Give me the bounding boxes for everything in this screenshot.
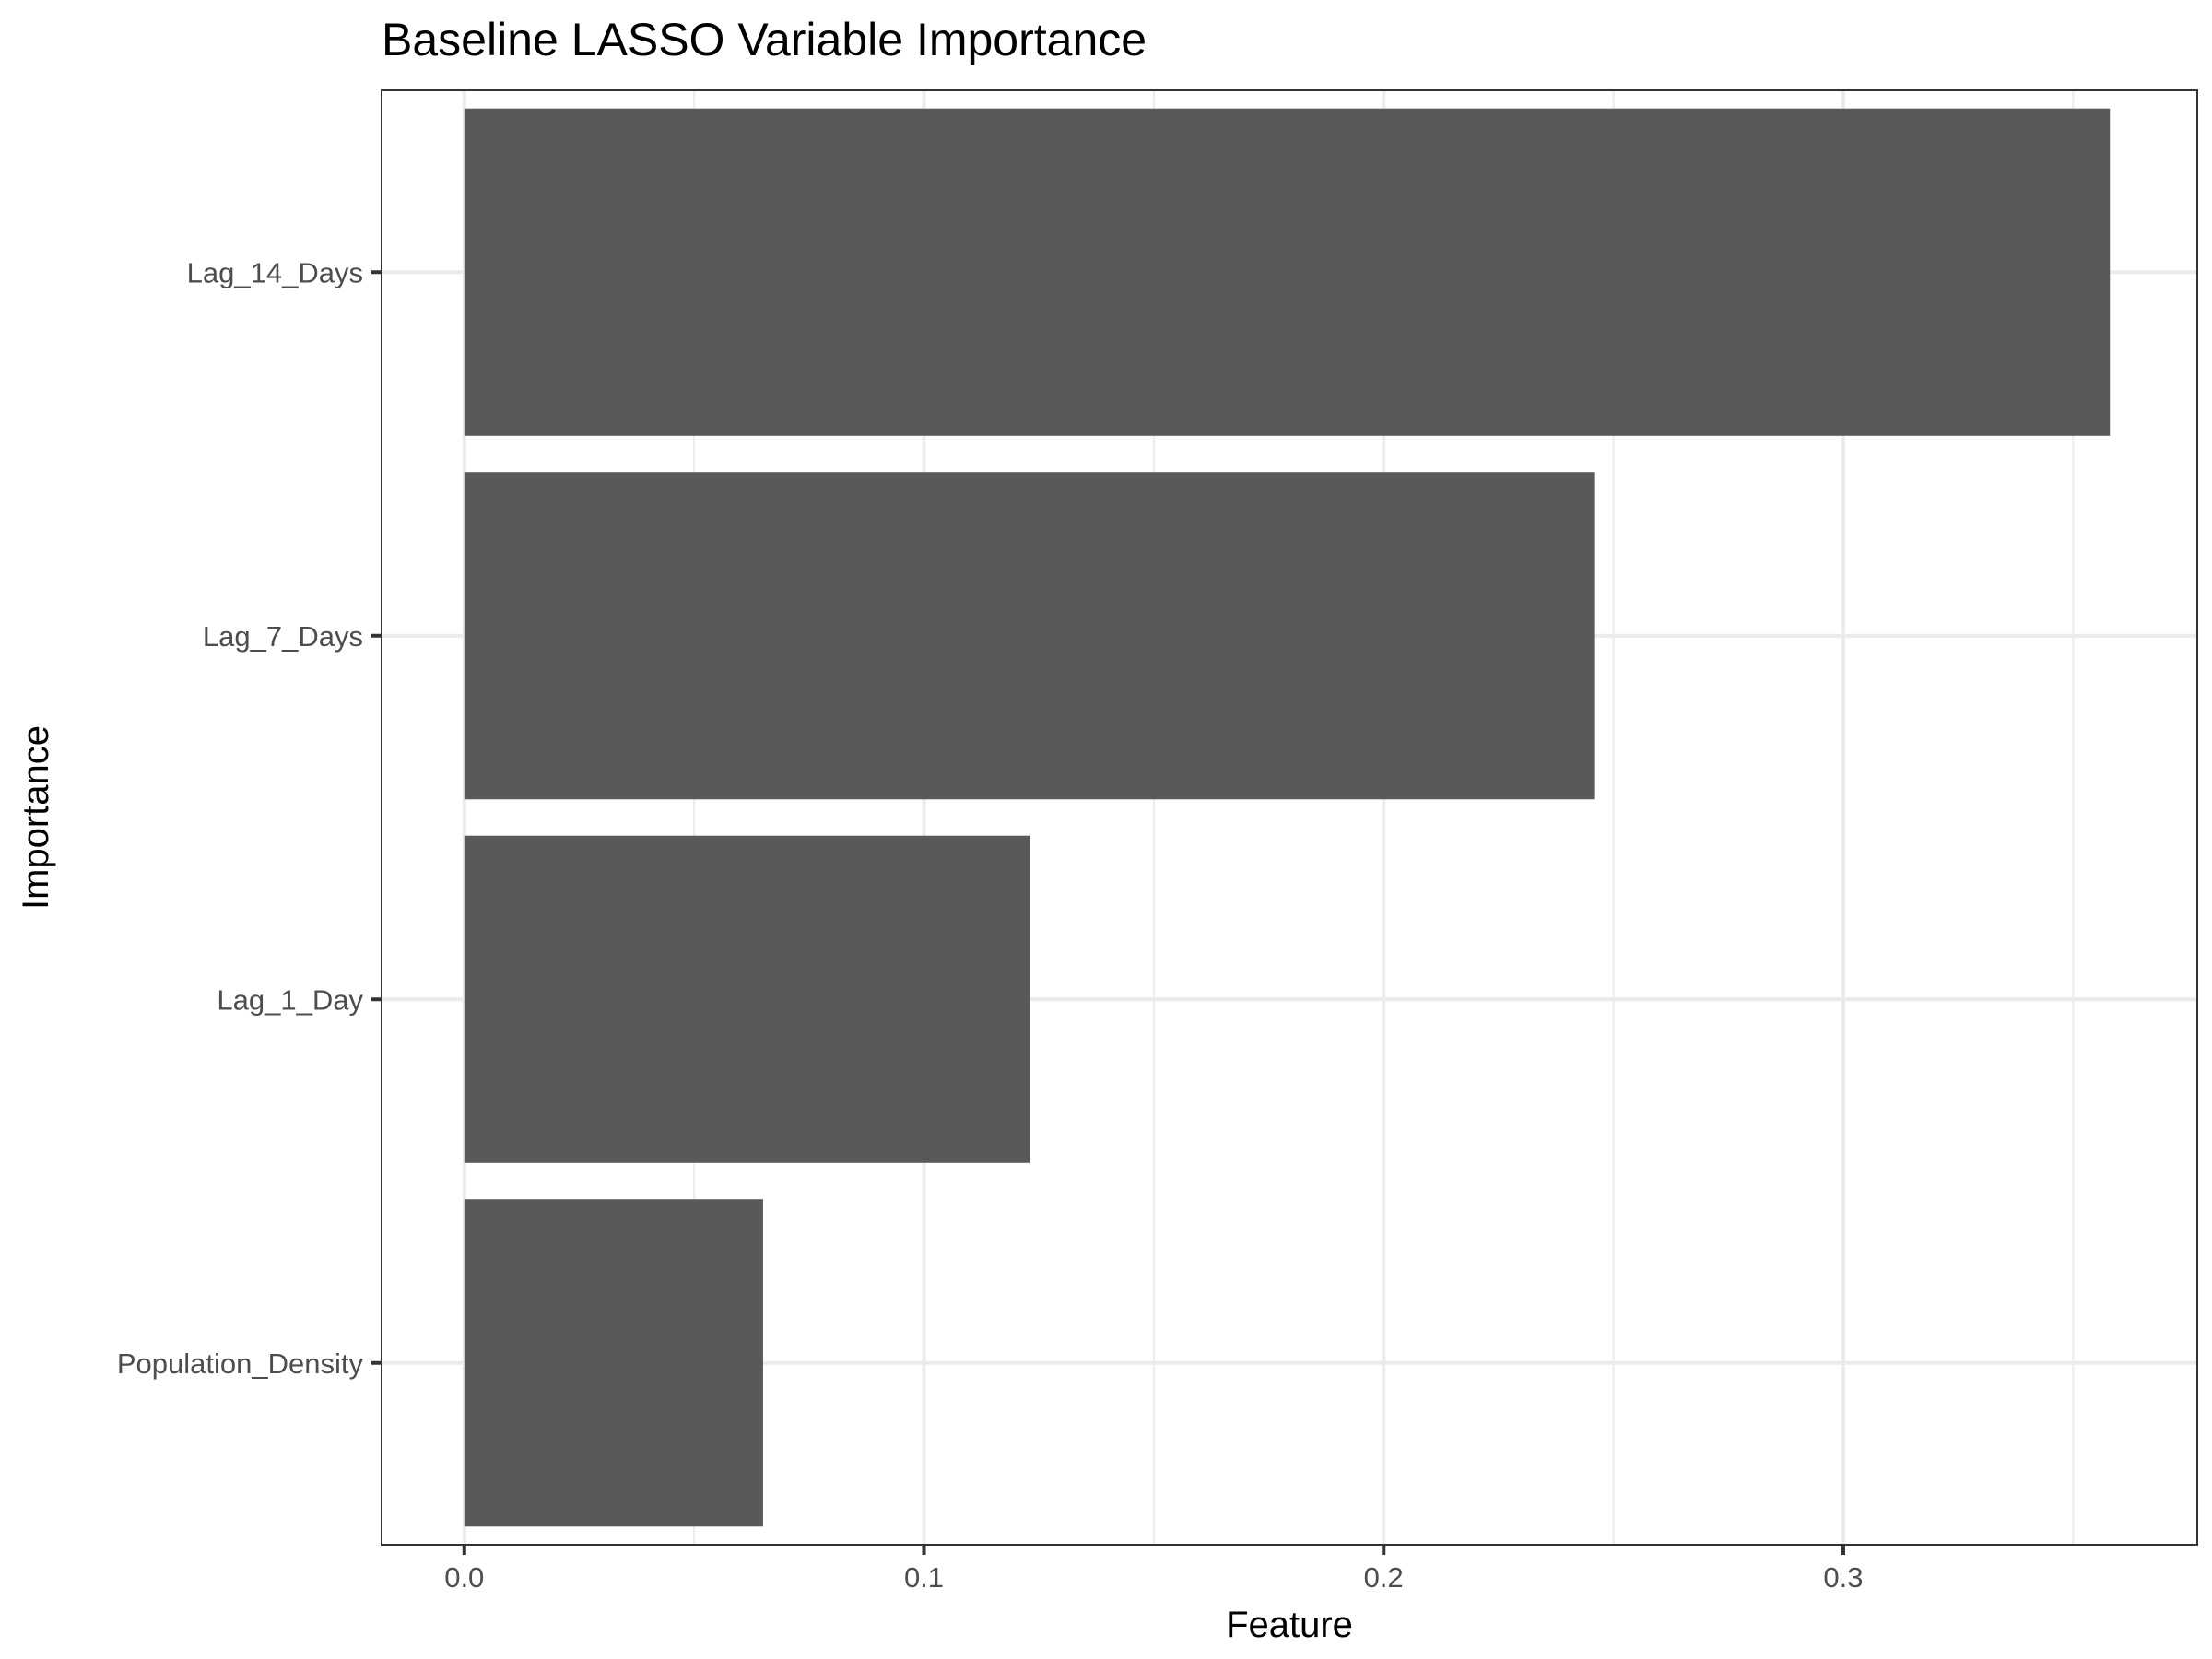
chart-title: Baseline LASSO Variable Importance — [382, 14, 1147, 65]
bars — [464, 108, 2111, 1527]
y-axis-title: Importance — [16, 725, 56, 910]
bar-lag-14-days — [464, 108, 2111, 436]
y-axis-ticks: Lag_14_Days Lag_7_Days Lag_1_Day Population… — [117, 256, 382, 1380]
x-tick-label: 0.0 — [444, 1561, 484, 1594]
y-tick-label: Lag_7_Days — [203, 620, 363, 653]
x-axis-title: Feature — [1226, 1605, 1353, 1645]
plot-panel-border — [381, 89, 2198, 1546]
y-tick-label: Population_Density — [117, 1347, 364, 1380]
y-tick-label: Lag_14_Days — [187, 256, 363, 288]
bar-lag-1-day — [464, 835, 1030, 1163]
bar-lag-7-days — [464, 472, 1595, 800]
y-tick-label: Lag_1_Day — [217, 983, 363, 1016]
x-tick-label: 0.3 — [1823, 1561, 1863, 1594]
bar-population-density — [464, 1199, 763, 1527]
x-axis-ticks: 0.0 0.1 0.2 0.3 — [444, 1545, 1864, 1594]
x-tick-label: 0.2 — [1364, 1561, 1404, 1594]
x-tick-label: 0.1 — [904, 1561, 944, 1594]
